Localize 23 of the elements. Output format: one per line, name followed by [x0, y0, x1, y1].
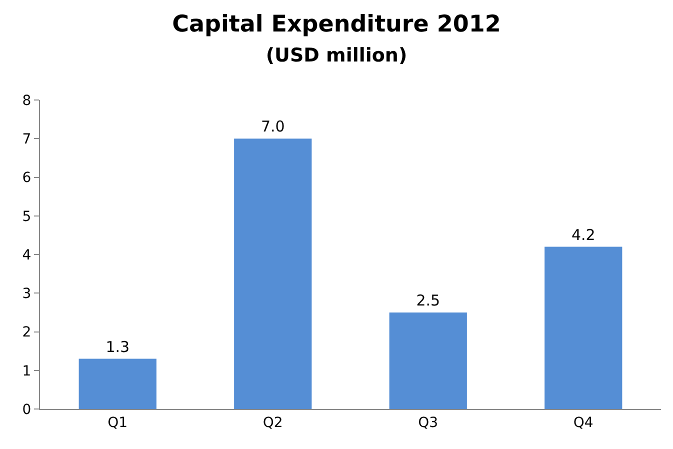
y-tick-label: 7 [22, 132, 32, 148]
x-tick-label: Q4 [573, 414, 594, 431]
x-tick-label: Q3 [418, 414, 438, 431]
y-tick-label: 3 [22, 286, 32, 302]
data-label: 2.5 [416, 291, 440, 310]
bar [234, 138, 312, 409]
y-tick-label: 8 [22, 92, 32, 109]
x-tick-label: Q2 [262, 414, 283, 431]
y-tick-label: 2 [22, 324, 32, 341]
bar [78, 358, 156, 409]
y-tick-label: 6 [22, 170, 32, 186]
bar [389, 312, 467, 409]
data-label: 1.3 [106, 338, 130, 356]
data-label: 4.2 [571, 226, 596, 244]
y-tick-label: 5 [22, 208, 32, 225]
y-tick-label: 0 [22, 402, 32, 418]
bar [544, 246, 622, 409]
chart-subtitle: (USD million) [266, 44, 408, 66]
chart-title: Capital Expenditure 2012 [172, 11, 501, 38]
y-tick-label: 4 [22, 247, 32, 264]
data-label: 7.0 [260, 118, 285, 136]
y-tick-label: 1 [22, 363, 32, 380]
x-tick-label: Q1 [108, 414, 128, 431]
